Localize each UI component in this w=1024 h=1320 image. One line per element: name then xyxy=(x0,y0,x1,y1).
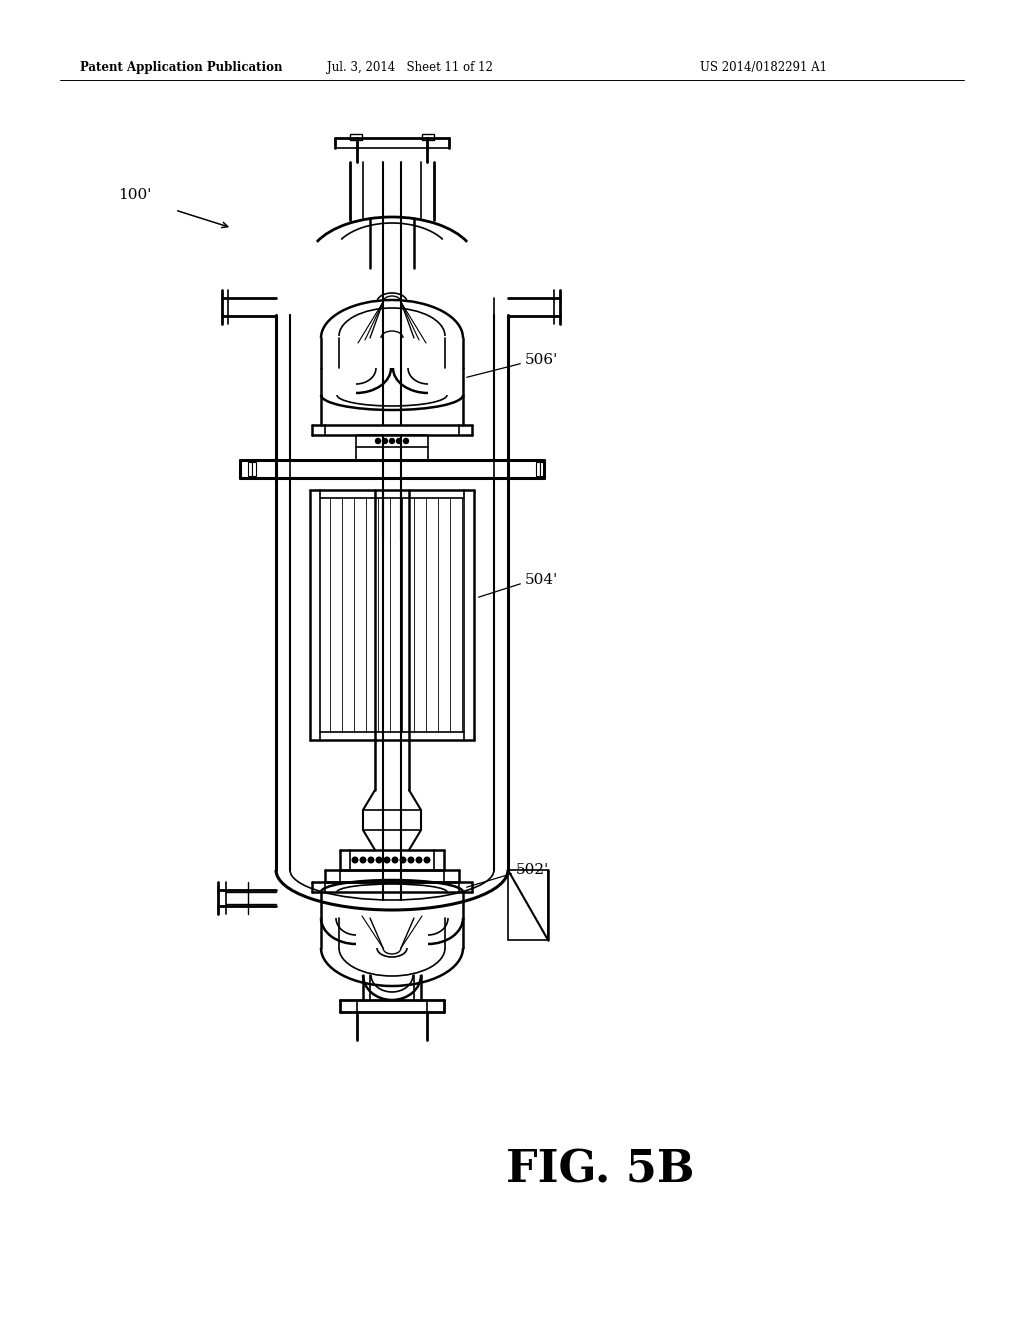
Bar xyxy=(540,462,544,477)
Circle shape xyxy=(403,438,409,444)
Bar xyxy=(536,462,540,477)
Circle shape xyxy=(376,857,382,863)
Circle shape xyxy=(392,857,397,863)
Text: Patent Application Publication: Patent Application Publication xyxy=(80,62,283,74)
Circle shape xyxy=(384,857,390,863)
Circle shape xyxy=(360,857,366,863)
Polygon shape xyxy=(508,870,548,940)
Text: FIG. 5B: FIG. 5B xyxy=(506,1148,694,1192)
Bar xyxy=(248,462,252,477)
Text: 506': 506' xyxy=(525,352,558,367)
Circle shape xyxy=(400,857,406,863)
Circle shape xyxy=(389,438,394,444)
Bar xyxy=(422,135,434,140)
Text: 502': 502' xyxy=(516,863,549,876)
Circle shape xyxy=(409,857,414,863)
Circle shape xyxy=(376,438,381,444)
Circle shape xyxy=(369,857,374,863)
Circle shape xyxy=(396,438,401,444)
Bar xyxy=(252,462,256,477)
Circle shape xyxy=(383,438,387,444)
Text: 504': 504' xyxy=(525,573,558,587)
Bar xyxy=(350,135,362,140)
Circle shape xyxy=(416,857,422,863)
Circle shape xyxy=(424,857,430,863)
Text: US 2014/0182291 A1: US 2014/0182291 A1 xyxy=(700,62,827,74)
Text: Jul. 3, 2014   Sheet 11 of 12: Jul. 3, 2014 Sheet 11 of 12 xyxy=(327,62,493,74)
Text: 100': 100' xyxy=(118,187,152,202)
Circle shape xyxy=(352,857,357,863)
